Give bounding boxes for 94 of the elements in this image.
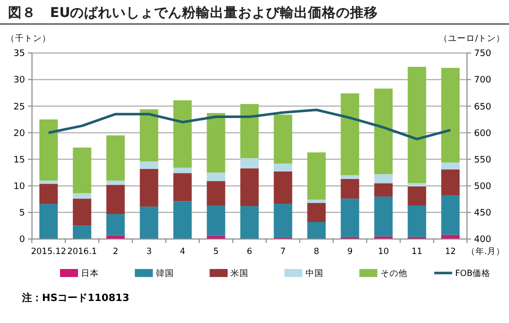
bar [307,200,326,203]
x-tick-label: 7 [280,247,286,257]
bar [140,109,158,162]
bar [39,180,58,184]
bar [240,206,259,239]
bar [374,174,393,184]
bar [274,204,292,238]
bar [408,186,426,206]
bar [206,181,226,206]
bar [240,158,259,168]
y-tick-label: 35 [14,49,25,60]
x-tick-label: 6 [246,247,252,257]
bar [106,180,125,185]
bar [340,93,360,176]
bar [173,168,192,174]
bar [274,172,292,204]
x-tick-label: 11 [412,247,422,257]
bar [340,175,360,179]
y2-tick-label: 750 [474,49,492,60]
bar [206,113,226,173]
x-tick-label: 2 [112,247,118,257]
y2-tick-label: 600 [474,128,492,139]
x-tick-label: 5 [213,247,219,257]
bar [173,173,192,202]
bar [106,214,125,236]
x-tick-label: 4 [180,247,186,257]
bar [340,178,360,199]
bar [72,226,92,239]
bar [408,206,426,237]
bar [106,184,125,214]
bar [441,68,460,162]
y-axis-title: （千トン） [6,33,51,44]
legend-label: 中国 [306,268,324,279]
y-tick-label: 0 [19,235,26,246]
bar [340,198,360,237]
bar [39,204,58,239]
y2-tick-label: 450 [474,208,492,219]
x-tick-label: 9 [347,247,353,257]
bar [441,195,460,235]
y2-tick-label: 500 [474,182,492,192]
legend-label: 日本 [81,268,99,279]
y2-tick-label: 550 [474,155,492,166]
bar [140,206,158,238]
x-tick-label: 10 [378,247,389,257]
bar [307,202,326,222]
y-tick-label: 5 [19,208,25,219]
text: 注：HSコード110813 [21,292,130,304]
legend-label: その他 [380,268,408,279]
bar [106,135,125,181]
y2-tick-label: 650 [474,102,492,112]
bar [307,152,326,200]
y-tick-label: 10 [14,182,26,192]
x-tick-label: 12 [445,247,456,257]
bar [374,88,393,174]
bar [274,164,292,172]
bar [307,222,326,238]
bar [140,161,158,169]
y-tick-label: 15 [14,155,25,166]
bar [274,114,292,164]
bar [140,168,158,207]
bar [173,201,192,238]
bar [206,206,226,236]
bar [240,168,259,206]
bar [408,66,426,184]
line-series [47,108,452,140]
bar [374,196,393,236]
bar [72,198,92,226]
bar [72,148,92,194]
y2-axis-title: （ユーロ/トン） [439,34,505,44]
y2-tick-label: 400 [474,235,492,246]
bar [441,169,460,196]
x-tick-label: 2015.12 [31,247,66,257]
y-tick-label: 30 [14,76,26,86]
y-tick-label: 25 [14,102,25,112]
x-tick-label: 8 [314,247,320,257]
y-tick-label: 20 [14,128,26,139]
bar [39,119,58,181]
x-tick-label: 3 [146,247,152,257]
bar [441,162,460,170]
bar [72,193,92,199]
bar [408,183,426,186]
bar [374,183,393,196]
y2-tick-label: 700 [474,76,492,86]
x-tick-label: 2016.1 [67,247,97,257]
bar [240,104,259,158]
legend-label: 米国 [230,268,249,279]
bar [441,234,460,239]
bar [206,172,226,182]
x-axis-title: （年.月） [466,246,505,257]
chart-title: 図８ EUのばれいしょでん粉輸出量および輸出価格の推移 [8,5,378,21]
bar [39,184,58,204]
bar [173,100,192,168]
legend-label: 韓国 [156,268,174,279]
legend-label: FOB価格 [455,268,491,279]
